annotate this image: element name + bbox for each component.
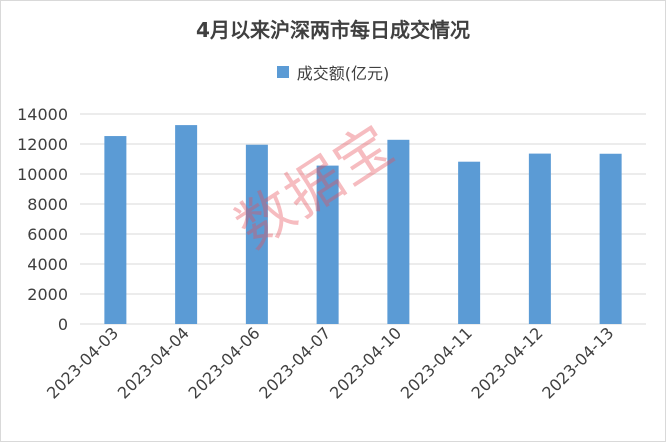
y-tick-label: 10000 (17, 165, 68, 184)
x-tick-label: 2023-04-10 (326, 323, 405, 402)
bar (599, 153, 622, 324)
bar (458, 161, 481, 324)
y-tick-label: 0 (58, 315, 68, 334)
x-tick-label: 2023-04-06 (185, 323, 264, 402)
bar (316, 165, 339, 324)
legend-label: 成交额(亿元) (296, 64, 390, 83)
x-tick-label: 2023-04-03 (43, 323, 122, 402)
y-tick-label: 14000 (17, 105, 68, 124)
x-tick-label: 2023-04-07 (255, 323, 334, 402)
x-tick-label: 2023-04-11 (397, 323, 476, 402)
bar (245, 144, 268, 324)
bar (528, 153, 551, 324)
bar (175, 125, 198, 324)
legend-swatch (276, 66, 289, 78)
x-tick-label: 2023-04-04 (114, 323, 193, 402)
y-tick-label: 8000 (27, 195, 68, 214)
chart-title: 4月以来沪深两市每日成交情况 (196, 18, 470, 42)
bar (104, 136, 127, 324)
y-tick-label: 6000 (27, 225, 68, 244)
x-tick-label: 2023-04-13 (538, 323, 617, 402)
y-tick-label: 2000 (27, 285, 68, 304)
y-tick-label: 12000 (17, 135, 68, 154)
x-tick-label: 2023-04-12 (468, 323, 547, 402)
bar (387, 139, 410, 324)
y-tick-label: 4000 (27, 255, 68, 274)
legend: 成交额(亿元) (0, 60, 666, 84)
